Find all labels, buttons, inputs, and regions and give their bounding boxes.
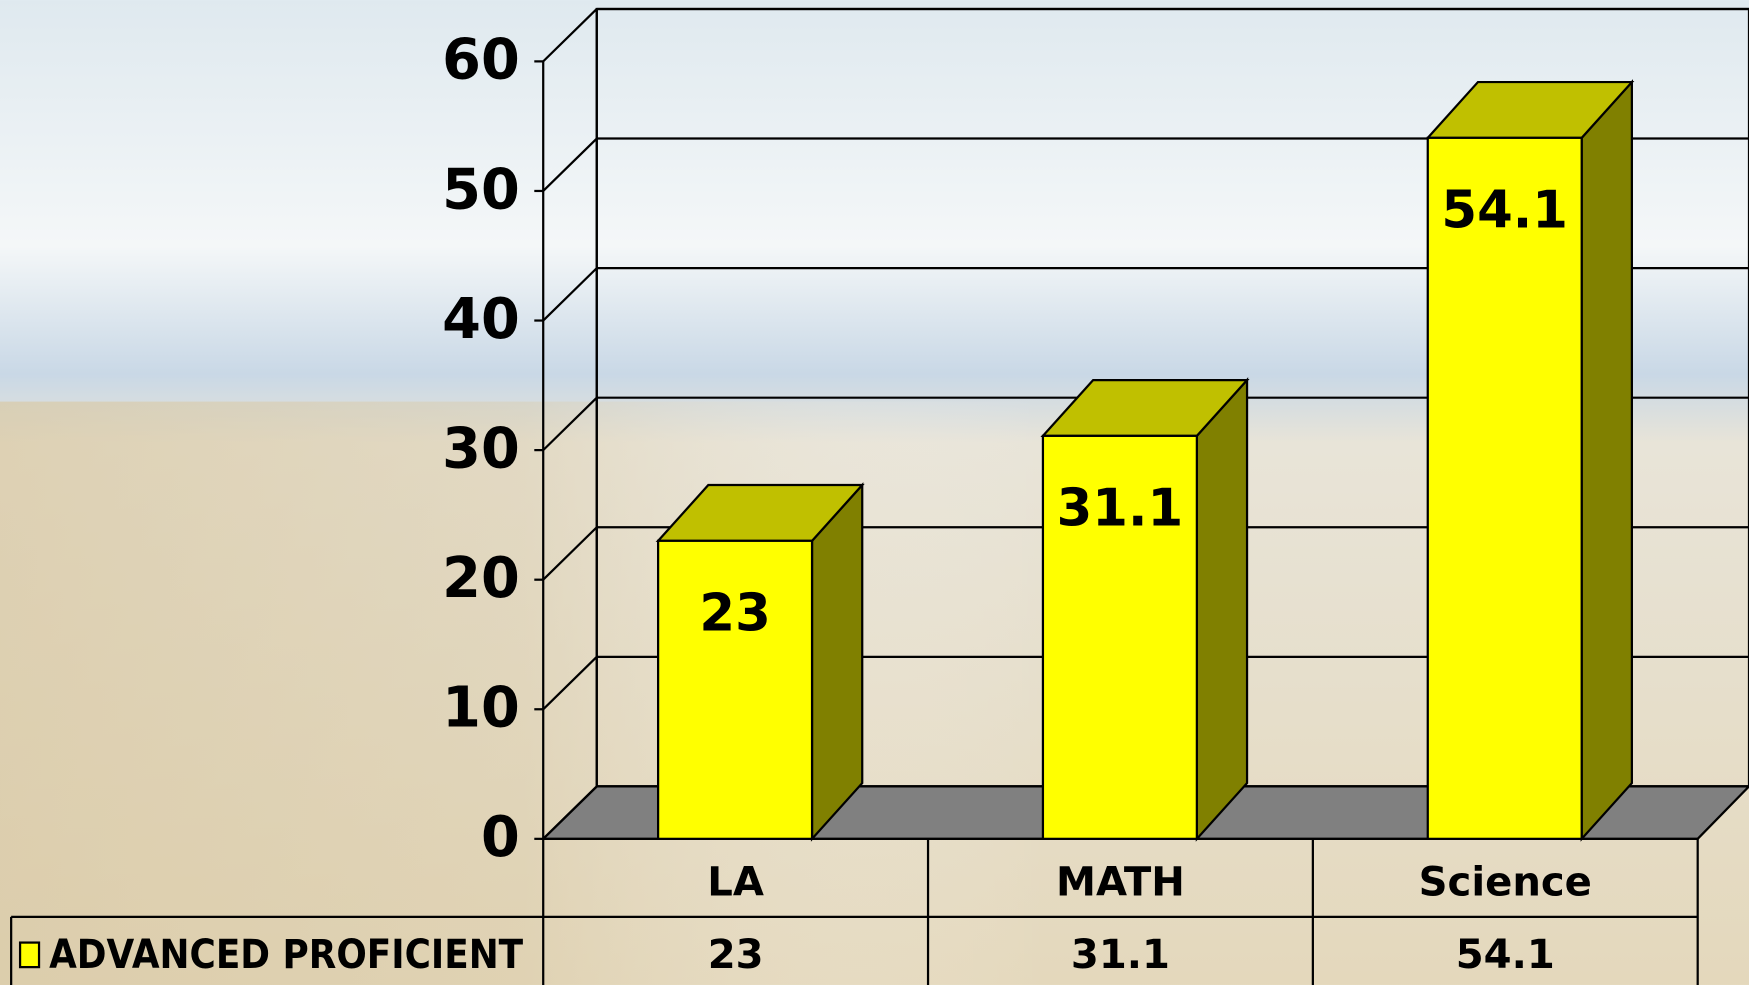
x-tick-label: Science	[1419, 860, 1592, 906]
y-tick-label: 60	[442, 28, 520, 93]
data-label: 23	[699, 584, 770, 644]
bar-side	[1195, 377, 1249, 842]
table-value: 54.1	[1456, 932, 1555, 978]
legend-label: ADVANCED PROFICIENT	[49, 932, 524, 978]
x-tick-label: MATH	[1056, 860, 1185, 906]
grid-diagonal	[542, 785, 598, 840]
bar-side	[1580, 79, 1633, 842]
y-tick-label: 50	[442, 157, 520, 222]
data-label: 54.1	[1441, 181, 1568, 241]
y-tick-label: 0	[481, 805, 520, 870]
grid-diagonal	[542, 656, 598, 711]
y-tick-label: 30	[442, 416, 520, 481]
grid-diagonal	[542, 267, 598, 322]
table-value: 23	[708, 932, 764, 978]
grid-diagonal	[542, 396, 598, 451]
table-value: 31.1	[1071, 932, 1170, 978]
data-label: 31.1	[1057, 479, 1184, 539]
y-tick-label: 40	[442, 287, 520, 352]
bar	[1426, 136, 1583, 840]
y-tick-label: 20	[442, 546, 520, 611]
grid-diagonal	[542, 526, 598, 581]
grid-diagonal	[542, 8, 598, 63]
x-tick-label: LA	[707, 860, 764, 906]
y-tick-label: 10	[442, 676, 520, 741]
bar	[1041, 434, 1198, 840]
grid-diagonal	[542, 137, 598, 192]
bar-side	[810, 482, 864, 842]
bar	[656, 539, 814, 840]
legend-key	[18, 941, 41, 969]
